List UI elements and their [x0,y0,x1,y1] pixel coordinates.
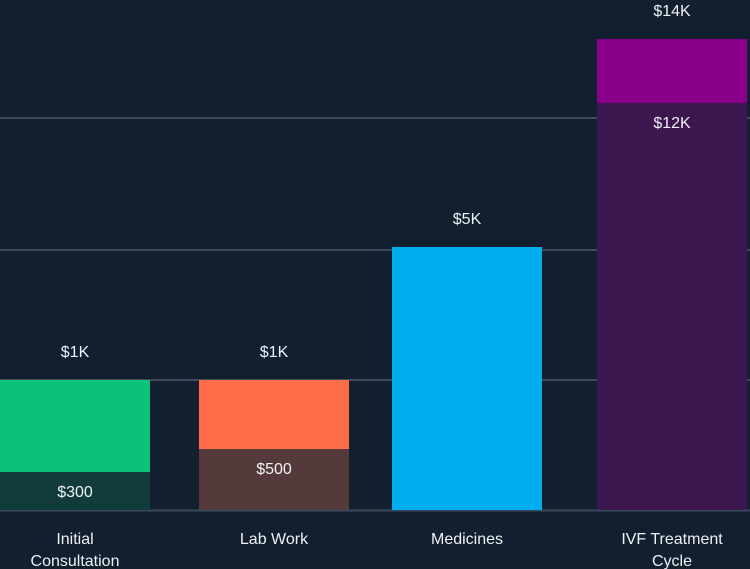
bars [0,39,747,510]
bar-min-segment [199,449,349,510]
category-label: Initial [56,531,93,548]
category-label: Consultation [31,553,120,569]
category-labels: Initial Consultation Lab Work Medicines IVF … [31,531,724,569]
max-value-label: $1K [61,344,90,361]
category-label: IVF Treatment [621,531,723,548]
max-value-label: $1K [260,344,289,361]
bar-min-segment [0,472,150,510]
category-label: Cycle [652,553,692,569]
max-value-label: $5K [453,211,482,228]
max-value-label: $14K [653,3,691,20]
category-label: Lab Work [240,531,309,548]
value-labels: $1K $300 $1K $500 $5K $14K $12K [57,3,691,501]
min-value-label: $300 [57,484,93,501]
min-value-label: $12K [653,115,691,132]
bar-range-segment [199,380,349,449]
bar-range-segment [597,39,747,103]
bar-range-segment [392,247,542,510]
min-value-label: $500 [256,461,292,478]
bar-range-segment [0,380,150,472]
bar-min-segment [597,103,747,510]
category-label: Medicines [431,531,503,548]
